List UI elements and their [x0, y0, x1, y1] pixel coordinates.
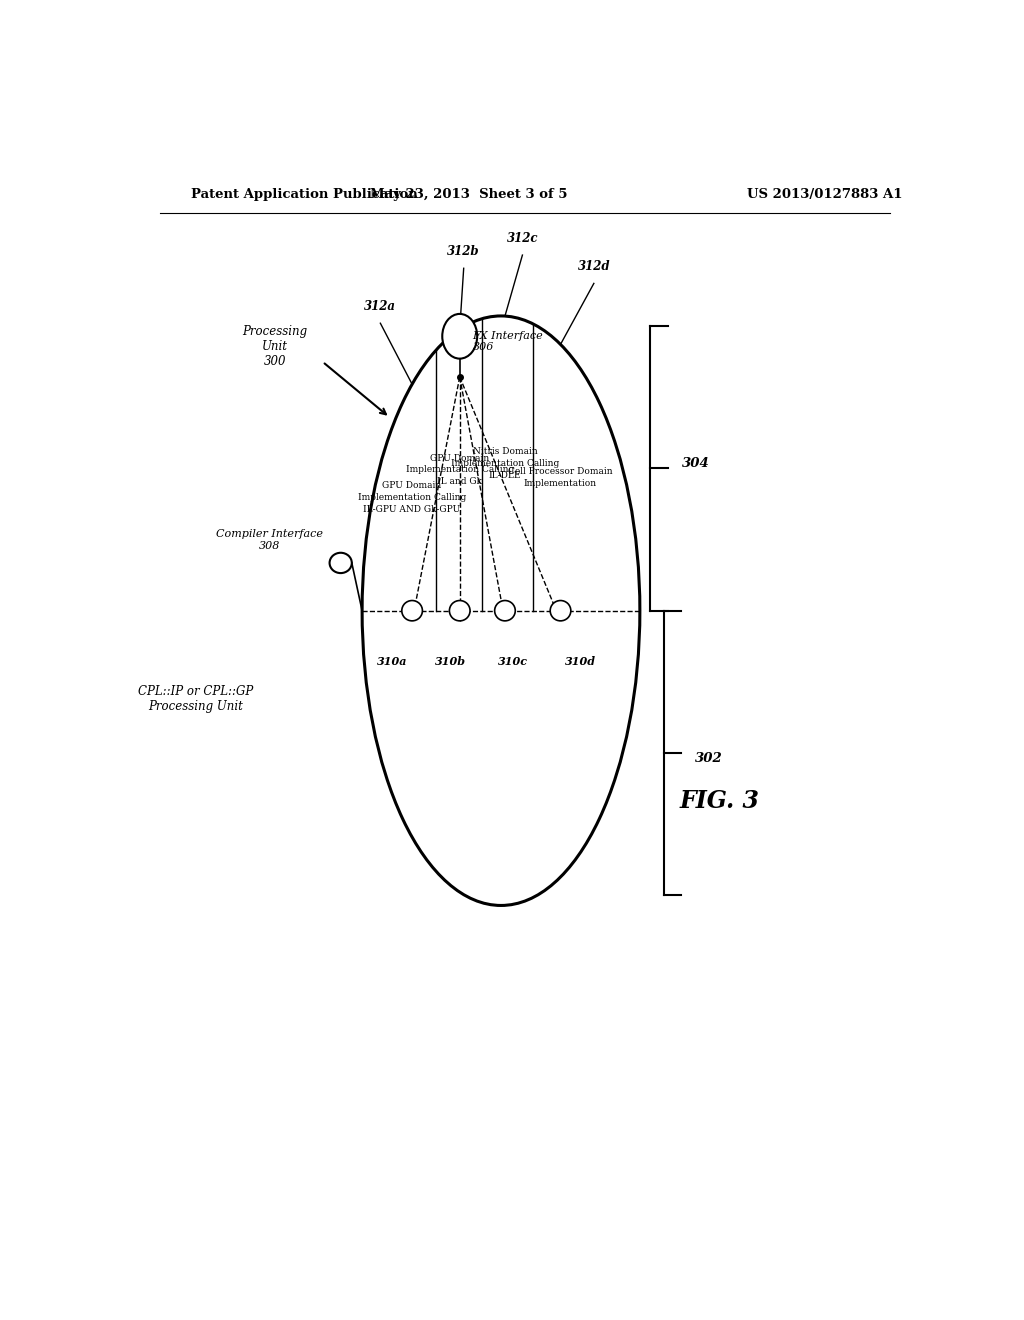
Text: 312c: 312c — [507, 232, 539, 246]
Ellipse shape — [330, 553, 352, 573]
Text: Cell Processor Domain
Implementation: Cell Processor Domain Implementation — [508, 467, 612, 488]
Text: 304: 304 — [682, 457, 710, 470]
Ellipse shape — [550, 601, 570, 620]
Text: 312b: 312b — [447, 246, 480, 259]
Text: GPU Domain
Implementation Calling
IL-GPU AND Gk-GPU: GPU Domain Implementation Calling IL-GPU… — [358, 482, 466, 513]
Text: Compiler Interface
308: Compiler Interface 308 — [216, 529, 323, 550]
Text: Patent Application Publication: Patent Application Publication — [191, 189, 418, 202]
Ellipse shape — [495, 601, 515, 620]
Text: 310d: 310d — [565, 656, 596, 668]
Text: Processing
Unit
300: Processing Unit 300 — [243, 325, 307, 368]
Text: CPL::IP or CPL::GP
Processing Unit: CPL::IP or CPL::GP Processing Unit — [138, 685, 253, 713]
Text: 312d: 312d — [578, 260, 610, 273]
Text: GPU Domain
Implementation Calling
IL and Gk: GPU Domain Implementation Calling IL and… — [406, 454, 514, 486]
Circle shape — [442, 314, 477, 359]
Text: 310c: 310c — [498, 656, 528, 668]
Text: 310a: 310a — [377, 656, 408, 668]
Text: Nitris Domain
Implementation Calling
IL-DLE: Nitris Domain Implementation Calling IL-… — [451, 447, 559, 479]
Text: 302: 302 — [695, 751, 723, 764]
Text: 310b: 310b — [435, 656, 466, 668]
Ellipse shape — [450, 601, 470, 620]
Ellipse shape — [401, 601, 423, 620]
Text: US 2013/0127883 A1: US 2013/0127883 A1 — [748, 189, 902, 202]
Text: FX Interface
306: FX Interface 306 — [472, 330, 543, 352]
Text: FIG. 3: FIG. 3 — [680, 789, 760, 813]
Text: May 23, 2013  Sheet 3 of 5: May 23, 2013 Sheet 3 of 5 — [371, 189, 568, 202]
Text: 312a: 312a — [365, 300, 396, 313]
